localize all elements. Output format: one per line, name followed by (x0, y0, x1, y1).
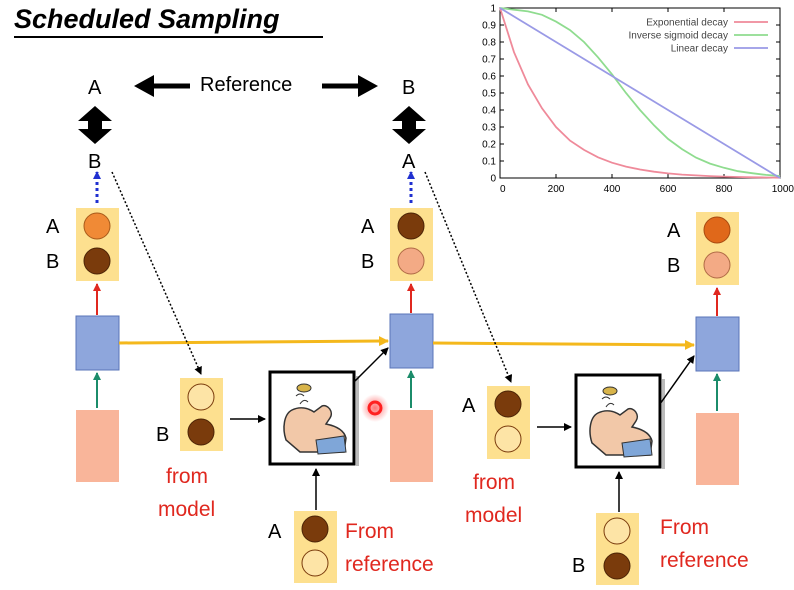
y-tick-label: 0.3 (482, 123, 496, 134)
sample-to-model-arrow-1 (111, 171, 202, 375)
from-model-1-line1: from (166, 465, 208, 488)
decay-schedule-chart: 0 0.1 0.2 0.3 0.4 0.5 0.6 0.7 0.8 0.9 1 0 200 400 600 8… (482, 4, 794, 196)
top-left-lower-label: B (88, 151, 101, 173)
model-token-2-label: A (462, 395, 476, 417)
x-tick-label: 800 (716, 184, 733, 195)
output-1-b-label: B (46, 251, 59, 273)
coin-flip-box-1 (268, 370, 359, 466)
coin-flip-box-2 (574, 373, 665, 469)
output-1-b-circle (83, 247, 111, 275)
input-box-3 (696, 413, 739, 485)
flip-to-hidden-arrow-2 (659, 355, 695, 405)
input-box-2 (390, 410, 433, 482)
reference-arrow-left (134, 75, 190, 97)
y-tick-label: 0.1 (482, 157, 496, 168)
recurrent-arrow-1 (118, 336, 389, 347)
output-2-b-circle (397, 247, 425, 275)
x-tick-label: 0 (500, 184, 506, 195)
hidden-state-2 (389, 313, 434, 369)
x-tick-label: 600 (660, 184, 677, 195)
legend-label: Inverse sigmoid decay (629, 31, 729, 42)
from-reference-1-line1: From (345, 520, 394, 543)
output-2-a-circle (397, 212, 425, 240)
output-3-b-circle (703, 251, 731, 279)
from-reference-1-line2: reference (345, 553, 434, 576)
y-tick-label: 0.8 (482, 38, 496, 49)
output-distribution-1 (76, 208, 119, 281)
series-line-2 (499, 7, 781, 177)
top-left-upper-label: A (88, 77, 102, 99)
x-tick-label: 400 (604, 184, 621, 195)
sample-to-model-arrow-2 (424, 171, 513, 383)
output-1-a-circle (83, 212, 111, 240)
y-tick-label: 0.9 (482, 21, 496, 32)
reference-token-1-label: A (268, 521, 282, 543)
y-tick-label: 1 (490, 4, 496, 15)
hidden-state-1 (75, 315, 120, 371)
hidden-state-3 (695, 316, 740, 372)
flip-to-hidden-arrow-1 (353, 347, 389, 383)
from-model-1-line2: model (158, 498, 215, 521)
output-distribution-3 (696, 212, 739, 285)
y-tick-label: 0.4 (482, 106, 496, 117)
page-title: Scheduled Sampling (14, 4, 280, 34)
top-mid-upper-label: B (402, 77, 415, 99)
model-token-1 (180, 378, 223, 451)
x-tick-label: 200 (548, 184, 565, 195)
coin-flip-hand-icon (589, 386, 653, 458)
output-2-b-label: B (361, 251, 374, 273)
from-reference-2-line2: reference (660, 549, 749, 572)
from-model-2-line2: model (465, 504, 522, 527)
y-tick-label: 0 (490, 174, 496, 185)
reference-token-2-label: B (572, 555, 585, 577)
output-3-a-label: A (667, 220, 681, 242)
x-tick-label: 1000 (772, 184, 794, 195)
reference-arrow-right (322, 75, 378, 97)
coin-flip-hand-icon (283, 383, 347, 455)
recurrent-arrow-2 (432, 339, 695, 350)
series-line-3 (499, 7, 781, 179)
model-token-1-label: B (156, 424, 169, 446)
output-3-b-label: B (667, 255, 680, 277)
top-mid-lower-label: A (402, 151, 416, 173)
output-distribution-2 (390, 208, 433, 281)
legend-label: Exponential decay (646, 18, 728, 29)
reference-token-2 (596, 513, 639, 585)
from-model-2-line1: from (473, 471, 515, 494)
series-line-1 (499, 7, 781, 179)
y-tick-label: 0.6 (482, 72, 496, 83)
output-2-a-label: A (361, 216, 375, 238)
record-indicator-icon (361, 394, 389, 422)
y-tick-label: 0.5 (482, 89, 496, 100)
reference-token-1 (294, 511, 337, 583)
compare-arrow-left (78, 106, 112, 144)
compare-arrow-mid (392, 106, 426, 144)
output-3-a-circle (703, 216, 731, 244)
input-box-1 (76, 410, 119, 482)
reference-label: Reference (200, 74, 292, 96)
legend-label: Linear decay (671, 44, 728, 55)
y-tick-label: 0.2 (482, 140, 496, 151)
model-token-2 (487, 386, 530, 459)
y-tick-label: 0.7 (482, 55, 496, 66)
output-1-a-label: A (46, 216, 60, 238)
from-reference-2-line1: From (660, 516, 709, 539)
